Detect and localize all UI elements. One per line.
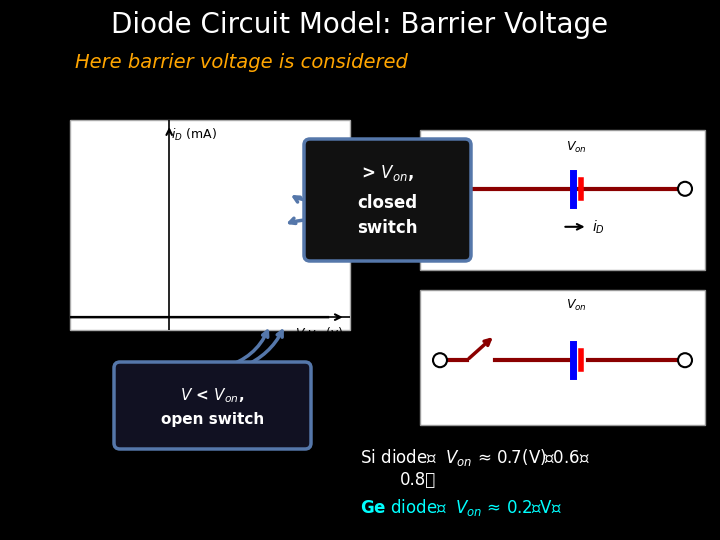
Text: 0.8）: 0.8）: [400, 471, 436, 489]
Circle shape: [433, 182, 447, 196]
Text: open switch: open switch: [161, 412, 264, 427]
Text: switch: switch: [357, 219, 418, 237]
Text: $V_{on}$: $V_{on}$: [295, 327, 316, 342]
Text: $v_D$ (v): $v_D$ (v): [307, 326, 343, 342]
FancyBboxPatch shape: [420, 290, 705, 425]
Text: $V$ < $V_{on}$,: $V$ < $V_{on}$,: [181, 386, 245, 405]
Text: Diode Circuit Model: Barrier Voltage: Diode Circuit Model: Barrier Voltage: [112, 11, 608, 39]
Text: closed: closed: [357, 194, 418, 212]
Text: > $\it{V}_{on}$,: > $\it{V}_{on}$,: [361, 163, 414, 183]
FancyBboxPatch shape: [420, 130, 705, 270]
Text: $V_{on}$: $V_{on}$: [566, 298, 587, 313]
Circle shape: [678, 353, 692, 367]
Text: Si diode：  $V_{on}$ ≈ 0.7(V)（0.6～: Si diode： $V_{on}$ ≈ 0.7(V)（0.6～: [360, 448, 590, 469]
FancyBboxPatch shape: [304, 139, 471, 261]
Circle shape: [433, 353, 447, 367]
Text: $\mathbf{Ge}$ diode：  $V_{on}$ ≈ 0.2（V）: $\mathbf{Ge}$ diode： $V_{on}$ ≈ 0.2（V）: [360, 496, 562, 517]
Text: $V_{on}$: $V_{on}$: [566, 140, 587, 155]
Circle shape: [678, 182, 692, 196]
FancyBboxPatch shape: [70, 120, 350, 330]
Text: $i_D$ (mA): $i_D$ (mA): [171, 126, 217, 143]
FancyBboxPatch shape: [114, 362, 311, 449]
Text: $i_D$: $i_D$: [593, 218, 606, 235]
Text: Here barrier voltage is considered: Here barrier voltage is considered: [75, 52, 408, 71]
